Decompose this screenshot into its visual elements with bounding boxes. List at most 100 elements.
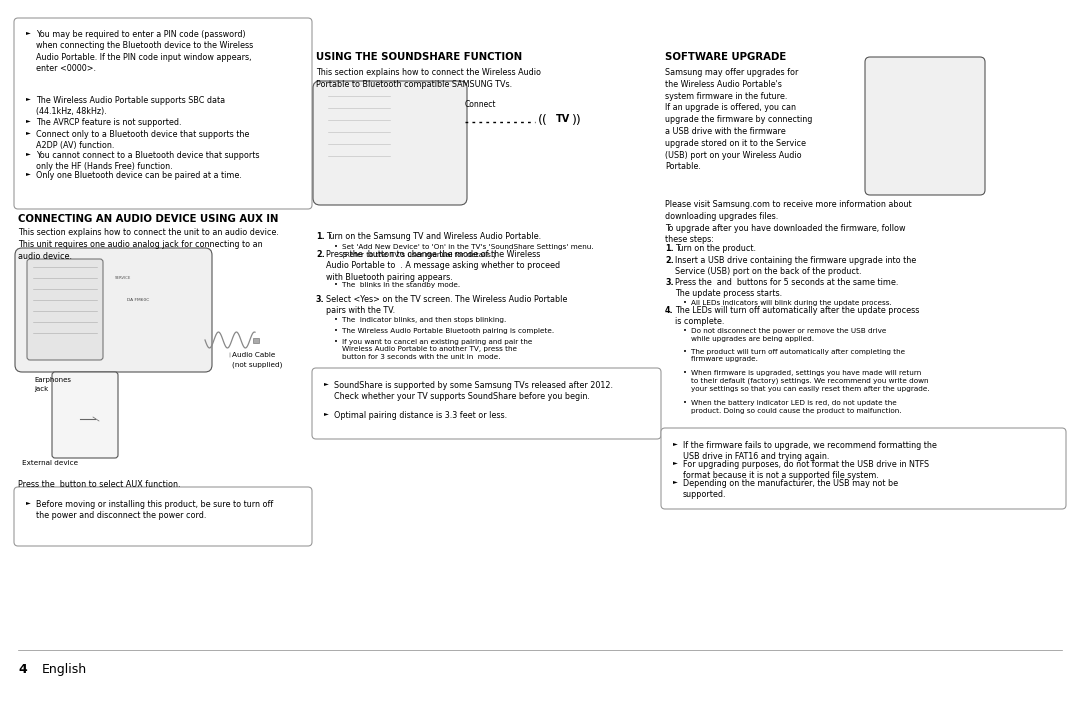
Bar (60, 382, 105, 414)
Text: 1.: 1. (665, 244, 674, 253)
Text: Connect: Connect (465, 100, 497, 109)
Bar (453, 128, 458, 138)
Text: ►: ► (26, 171, 30, 176)
Text: Please visit Samsung.com to receive more information about
downloading upgrades : Please visit Samsung.com to receive more… (665, 200, 912, 245)
Text: 4: 4 (18, 663, 27, 676)
Bar (68, 416, 80, 422)
Text: Only one Bluetooth device can be paired at a time.: Only one Bluetooth device can be paired … (36, 171, 242, 180)
FancyBboxPatch shape (14, 487, 312, 546)
Text: If the firmware fails to upgrade, we recommend formatting the
USB drive in FAT16: If the firmware fails to upgrade, we rec… (683, 441, 936, 462)
Text: ►: ► (26, 151, 30, 156)
FancyBboxPatch shape (15, 248, 212, 372)
Text: CONNECTING AN AUDIO DEVICE USING AUX IN: CONNECTING AN AUDIO DEVICE USING AUX IN (18, 214, 279, 224)
Bar (920, 146, 928, 160)
Text: 1.: 1. (316, 232, 325, 241)
Text: When the battery indicator LED is red, do not update the
product. Doing so could: When the battery indicator LED is red, d… (691, 400, 902, 414)
Bar (918, 98, 930, 150)
Text: ►: ► (26, 30, 30, 35)
FancyBboxPatch shape (14, 18, 312, 209)
Text: 3.: 3. (316, 295, 325, 304)
Bar (195, 276, 202, 284)
Text: (not supplied): (not supplied) (232, 362, 282, 368)
Text: External device: External device (22, 460, 78, 466)
Text: •: • (334, 339, 338, 345)
Text: Depending on the manufacturer, the USB may not be
supported.: Depending on the manufacturer, the USB m… (683, 479, 899, 499)
Text: If you want to cancel an existing pairing and pair the
Wireless Audio Portable t: If you want to cancel an existing pairin… (342, 339, 532, 360)
Text: The  blinks in the standby mode.: The blinks in the standby mode. (342, 282, 460, 288)
Text: ►: ► (26, 96, 30, 101)
Text: •: • (683, 400, 687, 406)
FancyBboxPatch shape (661, 428, 1066, 509)
Text: •: • (334, 328, 338, 334)
Text: Press the  button to select AUX function.: Press the button to select AUX function. (18, 480, 180, 489)
Text: Optimal pairing distance is 3.3 feet or less.: Optimal pairing distance is 3.3 feet or … (334, 411, 508, 420)
Text: ((: (( (538, 114, 548, 127)
Text: SoundShare is supported by some Samsung TVs released after 2012.
Check whether y: SoundShare is supported by some Samsung … (334, 381, 613, 401)
Text: ►: ► (673, 441, 678, 446)
FancyBboxPatch shape (865, 57, 985, 195)
Text: The Wireless Audio Portable supports SBC data
(44.1kHz, 48kHz).: The Wireless Audio Portable supports SBC… (36, 96, 225, 116)
Text: •: • (334, 317, 338, 323)
Text: Turn on the product.: Turn on the product. (675, 244, 756, 253)
Bar (253, 338, 259, 343)
Bar (453, 114, 458, 124)
Text: 2.: 2. (316, 250, 325, 259)
Bar (877, 70, 932, 180)
Text: Samsung may offer upgrades for
the Wireless Audio Portable's
system firmware in : Samsung may offer upgrades for the Wirel… (665, 68, 812, 171)
Text: The Wireless Audio Portable Bluetooth pairing is complete.: The Wireless Audio Portable Bluetooth pa… (342, 328, 554, 334)
Text: All LEDs indicators will blink during the update process.: All LEDs indicators will blink during th… (691, 300, 892, 306)
Text: ►: ► (26, 118, 30, 123)
Text: English: English (42, 663, 87, 676)
Text: Press the  button to change the mode of the Wireless
Audio Portable to  . A mess: Press the button to change the mode of t… (326, 250, 561, 282)
FancyBboxPatch shape (313, 81, 467, 205)
Text: ►: ► (673, 479, 678, 484)
Text: 3.: 3. (665, 278, 674, 287)
FancyBboxPatch shape (27, 259, 103, 360)
Text: )): )) (572, 114, 582, 127)
Text: •: • (683, 300, 687, 306)
Text: Press the  and  buttons for 5 seconds at the same time.
The update process start: Press the and buttons for 5 seconds at t… (675, 278, 899, 298)
Bar (195, 288, 202, 296)
Text: •: • (334, 282, 338, 288)
Text: When firmware is upgraded, settings you have made will return
to their default (: When firmware is upgraded, settings you … (691, 370, 930, 391)
Text: The AVRCP feature is not supported.: The AVRCP feature is not supported. (36, 118, 181, 127)
Text: You may be required to enter a PIN code (password)
when connecting the Bluetooth: You may be required to enter a PIN code … (36, 30, 253, 73)
Text: •: • (683, 349, 687, 355)
Text: 4.: 4. (665, 306, 674, 315)
Bar (913, 88, 935, 98)
Text: Do not disconnect the power or remove the USB drive
while upgrades are being app: Do not disconnect the power or remove th… (691, 328, 887, 341)
Text: You cannot connect to a Bluetooth device that supports
only the HF (Hands Free) : You cannot connect to a Bluetooth device… (36, 151, 259, 171)
FancyBboxPatch shape (312, 368, 661, 439)
Text: jack: jack (33, 386, 49, 392)
Text: ►: ► (673, 460, 678, 465)
Text: USING THE SOUNDSHARE FUNCTION: USING THE SOUNDSHARE FUNCTION (316, 52, 522, 62)
Bar (108, 295, 168, 307)
Bar (195, 300, 202, 308)
Text: Earphones: Earphones (33, 377, 71, 383)
Text: Set 'Add New Device' to 'On' in the TV's 'SoundShare Settings' menu.
(Refer to t: Set 'Add New Device' to 'On' in the TV's… (342, 244, 594, 258)
Text: ►: ► (324, 381, 328, 386)
Text: •: • (683, 370, 687, 376)
Bar (920, 100, 928, 106)
Bar (108, 268, 138, 290)
Text: TV: TV (556, 114, 570, 124)
Bar (195, 264, 202, 272)
Text: ►: ► (26, 500, 30, 505)
Text: The LEDs will turn off automatically after the update process
is complete.: The LEDs will turn off automatically aft… (675, 306, 919, 326)
Text: The  indicator blinks, and then stops blinking.: The indicator blinks, and then stops bli… (342, 317, 507, 323)
Bar (453, 100, 458, 110)
Text: Turn on the Samsung TV and Wireless Audio Portable.: Turn on the Samsung TV and Wireless Audi… (326, 232, 541, 241)
Text: Insert a USB drive containing the firmware upgrade into the
Service (USB) port o: Insert a USB drive containing the firmwa… (675, 256, 916, 276)
FancyBboxPatch shape (52, 372, 118, 458)
Text: •: • (683, 328, 687, 334)
Text: ►: ► (26, 130, 30, 135)
Text: For upgrading purposes, do not format the USB drive in NTFS
format because it is: For upgrading purposes, do not format th… (683, 460, 929, 480)
Text: •: • (334, 244, 338, 250)
Text: The product will turn off automatically after completing the
firmware upgrade.: The product will turn off automatically … (691, 349, 905, 362)
Text: This section explains how to connect the unit to an audio device.
This unit requ: This section explains how to connect the… (18, 228, 279, 261)
Text: Audio Cable: Audio Cable (232, 352, 275, 358)
Text: SERVICE: SERVICE (114, 276, 131, 280)
Text: SOFTWARE UPGRADE: SOFTWARE UPGRADE (665, 52, 786, 62)
Text: Before moving or installing this product, be sure to turn off
the power and disc: Before moving or installing this product… (36, 500, 273, 520)
Text: This section explains how to connect the Wireless Audio
Portable to Bluetooth co: This section explains how to connect the… (316, 68, 541, 89)
